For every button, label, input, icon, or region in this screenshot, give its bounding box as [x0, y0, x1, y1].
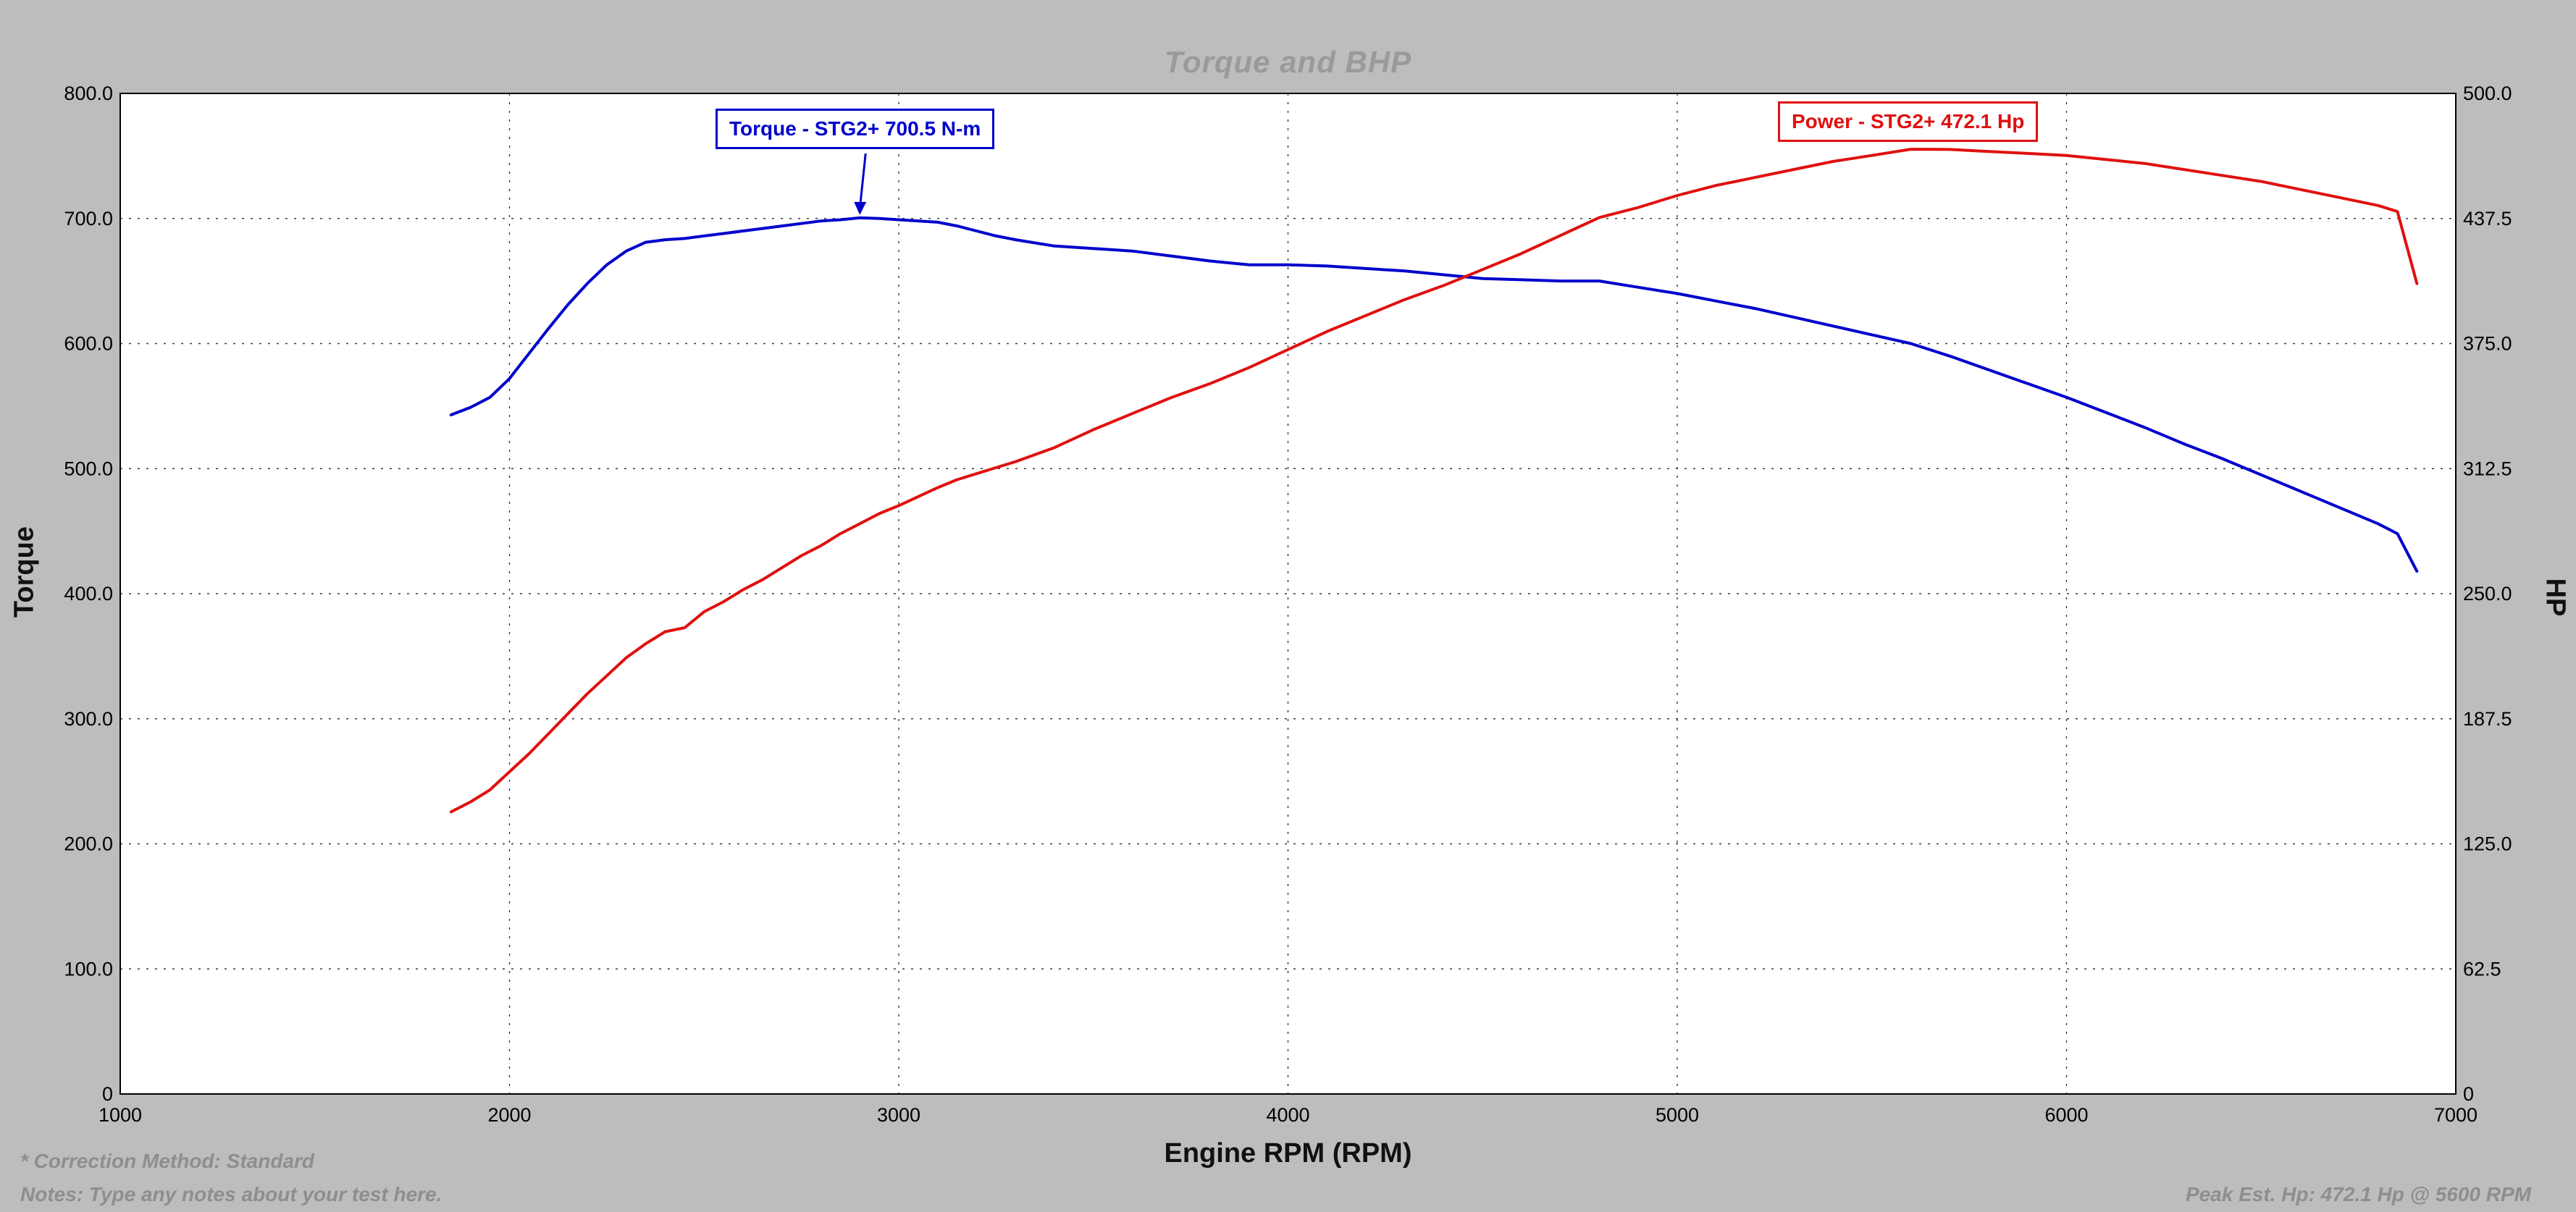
y-left-tick-label: 0 [102, 1083, 113, 1105]
torque-label-arrow [859, 153, 867, 203]
y-left-tick-label: 700.0 [64, 208, 113, 230]
y-left-tick-label: 600.0 [64, 333, 113, 355]
power-series-label: Power - STG2+ 472.1 Hp [1778, 101, 2039, 142]
y-right-tick-label: 312.5 [2463, 458, 2512, 479]
y-right-tick-label: 250.0 [2463, 583, 2512, 605]
chart-title: Torque and BHP [1164, 45, 1412, 79]
x-tick-label: 7000 [2434, 1104, 2478, 1126]
x-tick-label: 3000 [877, 1104, 920, 1126]
y-right-tick-label: 125.0 [2463, 833, 2512, 855]
x-tick-label: 2000 [487, 1104, 531, 1126]
test-notes: Notes: Type any notes about your test he… [20, 1183, 442, 1205]
y-right-tick-label: 500.0 [2463, 83, 2512, 104]
plot-background [120, 93, 2456, 1094]
y-right-tick-label: 187.5 [2463, 708, 2512, 730]
y-left-tick-label: 400.0 [64, 583, 113, 605]
torque-series-label: Torque - STG2+ 700.5 N-m [716, 109, 995, 149]
y-right-tick-label: 437.5 [2463, 208, 2512, 230]
y-left-tick-label: 500.0 [64, 458, 113, 479]
torque-label-arrowhead [854, 201, 867, 215]
y-left-tick-label: 300.0 [64, 708, 113, 730]
torque-curve [449, 216, 2419, 573]
y-right-tick-label: 375.0 [2463, 333, 2512, 355]
x-axis-title: Engine RPM (RPM) [1164, 1138, 1412, 1169]
plot-border [119, 93, 2457, 1095]
y-left-tick-label: 800.0 [64, 83, 113, 104]
power-curve [449, 148, 2419, 814]
x-tick-label: 5000 [1656, 1104, 1699, 1126]
peak-hp-note: Peak Est. Hp: 472.1 Hp @ 5600 RPM [2185, 1183, 2531, 1205]
y-left-tick-label: 200.0 [64, 833, 113, 855]
y-right-tick-label: 62.5 [2463, 958, 2501, 980]
x-tick-label: 6000 [2044, 1104, 2088, 1126]
x-tick-label: 1000 [98, 1104, 142, 1126]
y-left-tick-label: 100.0 [64, 958, 113, 980]
x-tick-label: 4000 [1266, 1104, 1309, 1126]
correction-method-note: * Correction Method: Standard [20, 1150, 315, 1172]
y-right-tick-label: 0 [2463, 1083, 2474, 1105]
